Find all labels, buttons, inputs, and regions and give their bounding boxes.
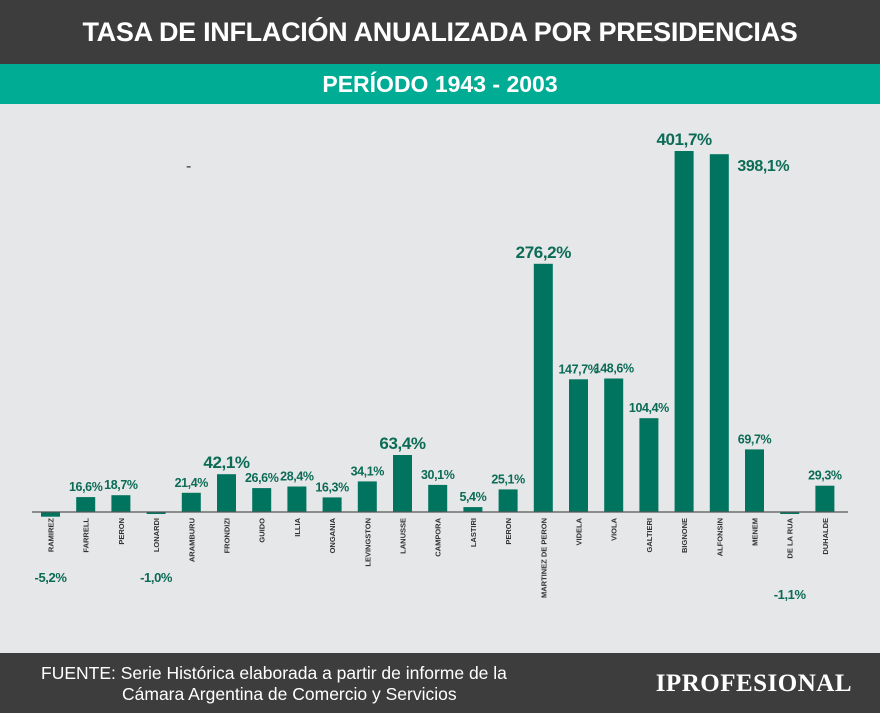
bar-illia <box>287 486 307 512</box>
value-label: 63,4% <box>379 434 425 453</box>
value-label: -5,2% <box>35 570 68 585</box>
bar-peron <box>111 495 131 512</box>
category-label: PERON <box>117 518 126 545</box>
chart-subtitle: PERÍODO 1943 - 2003 <box>322 70 558 97</box>
bar-viola <box>604 378 624 512</box>
value-label: 69,7% <box>738 432 772 446</box>
title-bar: TASA DE INFLACIÓN ANUALIZADA POR PRESIDE… <box>0 0 880 64</box>
value-label: 42,1% <box>203 453 249 472</box>
category-label: GUIDO <box>258 518 267 543</box>
bar-chart: -5,2% 16,6% 18,7% -1,0% 21,4% 42,1%26,6% 28,4%… <box>32 130 848 602</box>
bar-farrell <box>76 497 96 512</box>
brand-logo: IPROFESIONAL <box>655 670 852 697</box>
value-label: 30,1% <box>421 468 455 482</box>
category-label: VIOLA <box>610 517 619 541</box>
value-label: 148,6% <box>594 362 634 376</box>
category-label: LEVINGSTON <box>363 518 372 567</box>
bar-martinez-de-peron <box>533 263 553 512</box>
value-label: -1,1% <box>774 587 807 602</box>
footer: FUENTE: Serie Histórica elaborada a part… <box>0 653 880 713</box>
source-line-1: FUENTE: Serie Histórica elaborada a part… <box>41 663 507 683</box>
source-note: FUENTE: Serie Histórica elaborada a part… <box>41 663 507 705</box>
bar-alfonsin <box>709 154 729 512</box>
bar-lastiri <box>463 507 483 512</box>
category-label: MENEM <box>751 518 760 546</box>
category-label: PERON <box>504 518 513 545</box>
bar-videla <box>569 379 588 512</box>
chart-title: TASA DE INFLACIÓN ANUALIZADA POR PRESIDE… <box>82 16 798 47</box>
category-label: FRONDIZI <box>223 518 232 553</box>
value-label: 26,6% <box>245 471 279 485</box>
value-label: 104,4% <box>629 401 669 415</box>
bar-guido <box>252 488 272 512</box>
value-label: 29,3% <box>808 469 842 483</box>
bar-frondizi <box>217 474 236 512</box>
bar-de-la-rua <box>780 512 800 514</box>
value-label: 276,2% <box>516 243 572 262</box>
category-label: RAMIREZ <box>47 518 56 553</box>
category-label: MARTINEZ DE PERON <box>539 518 548 598</box>
value-label: 34,1% <box>351 464 385 478</box>
category-label: LONARDI <box>152 518 161 552</box>
bars-group <box>41 151 835 517</box>
bar-levingston <box>357 481 377 512</box>
category-label: GALTIERI <box>645 518 654 552</box>
subtitle-bar: PERÍODO 1943 - 2003 <box>0 64 880 104</box>
value-labels-group: -5,2% 16,6% 18,7% -1,0% 21,4% 42,1%26,6% 28,4%… <box>35 130 843 602</box>
bar-duhalde <box>815 485 835 512</box>
category-label: BIGNONE <box>680 518 689 553</box>
bar-aramburu <box>181 492 201 512</box>
bar-lanusse <box>393 455 412 512</box>
value-label: 16,6% <box>69 480 103 494</box>
stray-dash-mark: - <box>186 158 192 175</box>
bar-lonardi <box>146 512 166 514</box>
category-labels-group: RAMIREZ FARRELL PERON LONARDI ARAMBURU FRONDI… <box>47 517 830 598</box>
value-label: 16,3% <box>315 480 349 494</box>
category-label: ONGANIA <box>328 517 337 553</box>
source-line-2: Cámara Argentina de Comercio y Servicios <box>122 684 457 704</box>
bar-peron <box>498 489 518 512</box>
category-label: VIDELA <box>575 517 584 545</box>
value-label: 147,7% <box>559 362 599 376</box>
value-label: 28,4% <box>280 470 314 484</box>
value-label: -1,0% <box>140 570 173 585</box>
value-label: 398,1% <box>737 158 789 175</box>
value-label: 21,4% <box>175 476 209 490</box>
category-label: DE LA RUA <box>786 517 795 558</box>
bar-ongania <box>322 497 342 512</box>
category-label: CAMPORA <box>434 517 443 556</box>
bar-galtieri <box>639 418 659 512</box>
bar-ramirez <box>41 512 60 517</box>
category-label: ALFONSIN <box>715 518 724 556</box>
category-label: ILLIA <box>293 517 302 536</box>
value-label: 25,1% <box>491 472 525 486</box>
category-label: LANUSSE <box>399 518 408 554</box>
category-label: FARRELL <box>82 518 91 553</box>
bar-menem <box>745 449 764 512</box>
category-label: ARAMBURU <box>187 518 196 562</box>
value-label: 401,7% <box>656 130 712 149</box>
category-label: LASTIRI <box>469 518 478 547</box>
bar-campora <box>428 484 448 512</box>
category-label: DUHALDE <box>821 518 830 555</box>
value-label: 18,7% <box>104 478 138 492</box>
value-label: 5,4% <box>459 490 486 504</box>
bar-bignone <box>674 151 694 512</box>
